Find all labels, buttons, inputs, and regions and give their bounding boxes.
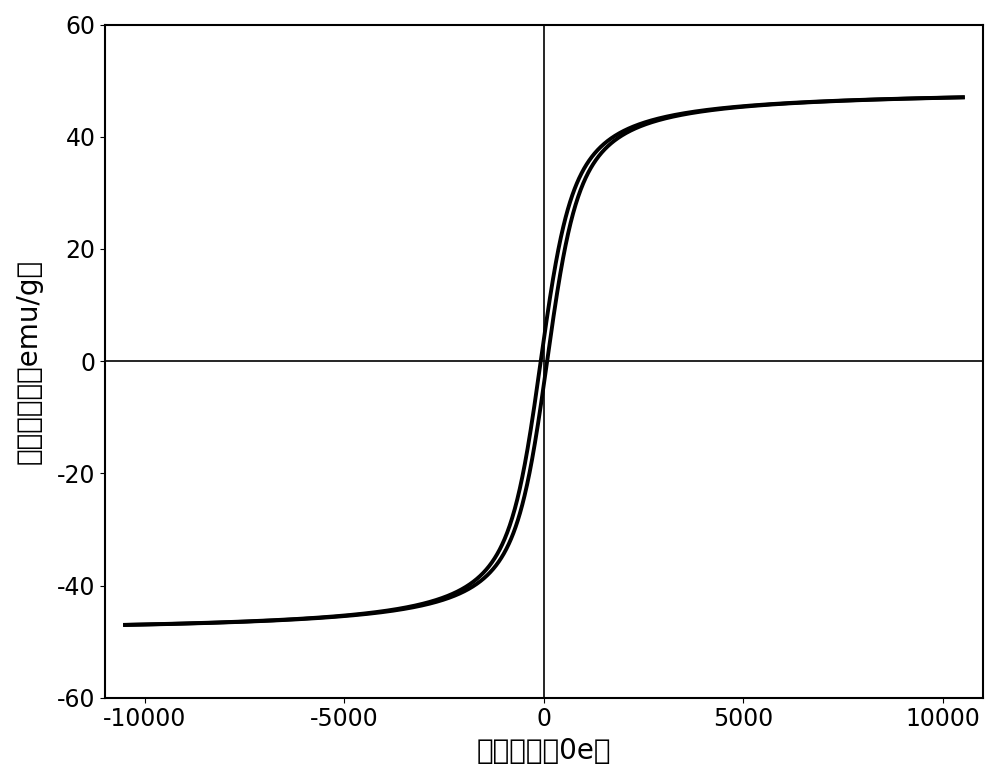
Y-axis label: 磁感应强度（emu/g）: 磁感应强度（emu/g）	[15, 258, 43, 463]
X-axis label: 磁场强度（0e）: 磁场强度（0e）	[477, 737, 611, 765]
